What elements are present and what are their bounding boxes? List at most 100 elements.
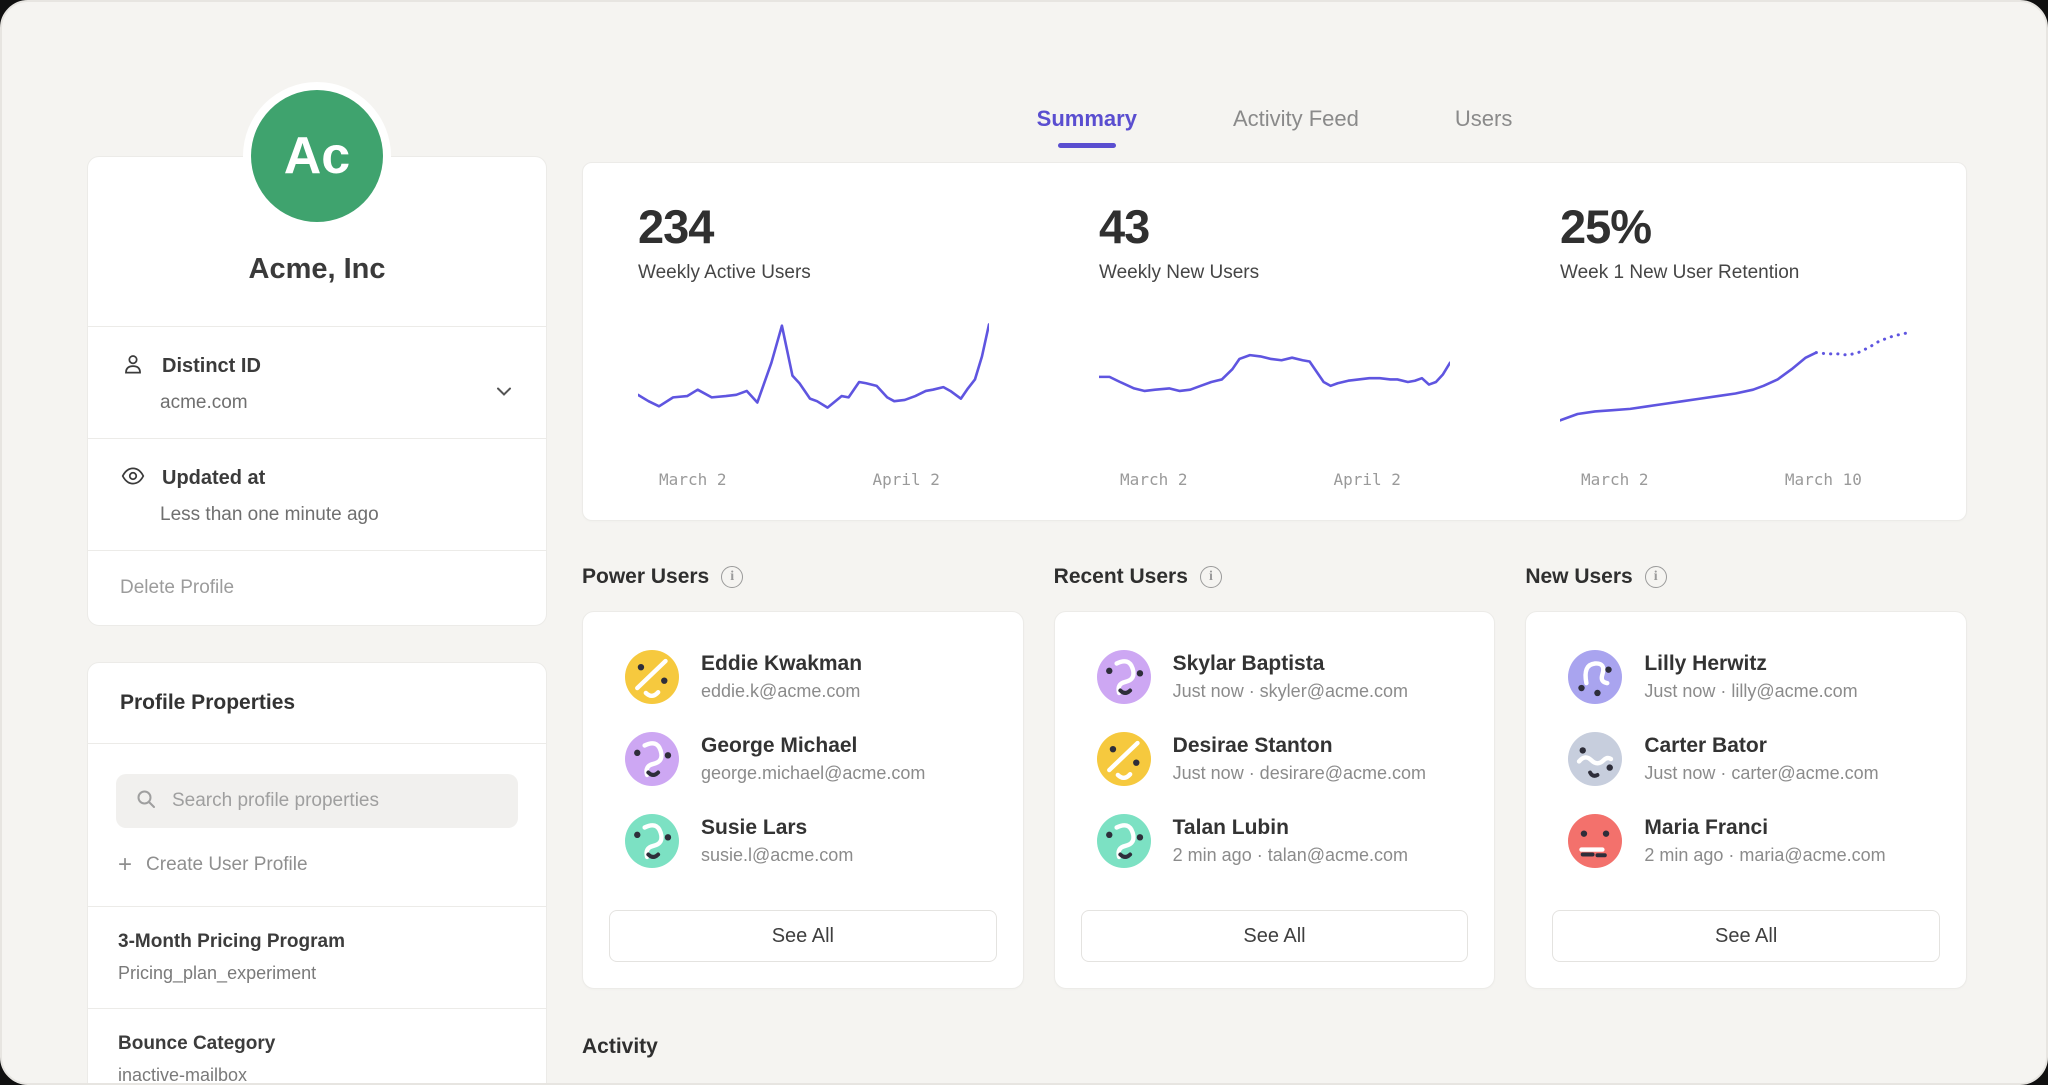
user-list-item[interactable]: George Michael george.michael@acme.com (583, 718, 1023, 800)
section-title: New Users (1525, 565, 1633, 588)
activity-section-title: Activity (582, 1035, 658, 1058)
user-avatar (1568, 732, 1623, 786)
stat-label: Weekly Active Users (638, 262, 811, 283)
axis-tick-left: March 2 (1581, 470, 1649, 489)
user-detail: Just now · skyler@acme.com (1172, 681, 1408, 701)
stat-value: 234 (638, 200, 714, 253)
property-value: inactive-mailbox (118, 1065, 248, 1085)
week1-retention-sparkline (1560, 318, 1911, 446)
x-axis-labels: March 2 March 10 (1560, 470, 1911, 494)
user-detail: 2 min ago · talan@acme.com (1172, 845, 1409, 865)
chevron-down-icon[interactable] (492, 379, 516, 408)
x-axis-labels: March 2 April 2 (638, 470, 989, 494)
summary-stats-panel: 234 Weekly Active Users March 2 April 2 … (582, 162, 1967, 521)
user-list-item[interactable]: Susie Lars susie.l@acme.com (583, 800, 1023, 882)
user-name: Skylar Baptista (1172, 652, 1325, 675)
user-list-item[interactable]: Talan Lubin 2 min ago · talan@acme.com (1055, 800, 1495, 882)
main-content: Summary Activity Feed Users 234 Weekly A… (582, 2, 1967, 1083)
profile-summary-card: Acme, Inc Distinct ID acme.com (87, 156, 547, 626)
axis-tick-left: March 2 (659, 470, 727, 489)
property-row[interactable]: Bounce Category inactive-mailbox (88, 1008, 546, 1085)
stat-weekly-new-users: 43 Weekly New Users March 2 April 2 (1044, 199, 1505, 494)
user-detail: Just now · lilly@acme.com (1644, 681, 1858, 701)
property-name: Bounce Category (118, 1033, 276, 1054)
tab-users[interactable]: Users (1454, 106, 1513, 131)
user-avatar (1568, 814, 1623, 868)
company-avatar: Ac (251, 90, 383, 222)
stat-value: 25% (1560, 200, 1652, 253)
user-avatar (1096, 650, 1151, 704)
user-detail: 2 min ago · maria@acme.com (1644, 845, 1886, 865)
profile-properties-title: Profile Properties (88, 663, 546, 744)
user-avatar (1096, 814, 1151, 868)
tab-bar: Summary Activity Feed Users (582, 106, 1967, 146)
property-name: 3-Month Pricing Program (118, 931, 345, 952)
tab-summary[interactable]: Summary (1037, 106, 1137, 146)
profile-properties-card: Profile Properties + Create User Profile… (87, 662, 547, 1085)
power-users-card: Eddie Kwakman eddie.k@acme.com George Mi… (582, 611, 1024, 989)
new-users-section: New Users i Lilly Herwitz Just now · lil… (1525, 565, 1967, 989)
user-list-item[interactable]: Skylar Baptista Just now · skyler@acme.c… (1055, 636, 1495, 718)
create-user-profile-button[interactable]: + Create User Profile (88, 828, 546, 906)
property-value: Pricing_plan_experiment (118, 963, 317, 983)
updated-at-value: Less than one minute ago (160, 504, 379, 525)
user-list-item[interactable]: Lilly Herwitz Just now · lilly@acme.com (1526, 636, 1966, 718)
user-avatar (1568, 650, 1623, 704)
stat-weekly-active-users: 234 Weekly Active Users March 2 April 2 (583, 199, 1044, 494)
user-list-item[interactable]: Maria Franci 2 min ago · maria@acme.com (1526, 800, 1966, 882)
x-axis-labels: March 2 April 2 (1099, 470, 1450, 494)
axis-tick-right: March 10 (1784, 470, 1862, 489)
user-name: Maria Franci (1644, 816, 1769, 839)
search-icon (134, 787, 158, 816)
axis-tick-left: March 2 (1120, 470, 1188, 489)
axis-tick-right: April 2 (872, 470, 940, 489)
property-row[interactable]: 3-Month Pricing Program Pricing_plan_exp… (88, 906, 546, 1008)
user-name: Susie Lars (701, 816, 808, 839)
user-detail: susie.l@acme.com (701, 845, 854, 865)
axis-tick-right: April 2 (1333, 470, 1401, 489)
user-name: Talan Lubin (1172, 816, 1289, 839)
see-all-button[interactable]: See All (1552, 910, 1940, 962)
profile-properties-search[interactable] (116, 774, 518, 828)
user-name: Carter Bator (1644, 734, 1767, 757)
distinct-id-label: Distinct ID (162, 355, 261, 377)
delete-profile-button[interactable]: Delete Profile (88, 550, 546, 625)
user-avatar (625, 732, 679, 786)
profile-sidebar: Ac Acme, Inc Distinct ID acme.com (87, 2, 547, 1085)
weekly-active-users-sparkline (638, 318, 989, 446)
plus-icon: + (118, 851, 133, 878)
tab-activity-feed[interactable]: Activity Feed (1232, 106, 1359, 131)
eye-icon (120, 463, 146, 494)
user-detail: Just now · carter@acme.com (1644, 763, 1879, 783)
user-list-item[interactable]: Eddie Kwakman eddie.k@acme.com (583, 636, 1023, 718)
info-icon[interactable]: i (721, 566, 744, 588)
company-avatar-initials: Ac (283, 127, 351, 185)
person-icon (120, 351, 146, 382)
section-title: Power Users (582, 565, 710, 588)
see-all-button[interactable]: See All (1080, 910, 1469, 962)
updated-at-row: Updated at Less than one minute ago (88, 438, 546, 550)
stat-label: Week 1 New User Retention (1560, 262, 1800, 283)
search-input[interactable] (172, 790, 500, 812)
user-list-item[interactable]: Carter Bator Just now · carter@acme.com (1526, 718, 1966, 800)
user-avatar (625, 814, 679, 868)
user-name: Eddie Kwakman (701, 652, 863, 675)
recent-users-section: Recent Users i Skylar Baptista Just now … (1053, 565, 1496, 989)
section-title: Recent Users (1053, 565, 1188, 588)
recent-users-card: Skylar Baptista Just now · skyler@acme.c… (1053, 611, 1496, 989)
stat-week1-retention: 25% Week 1 New User Retention March 2 Ma… (1505, 199, 1966, 494)
see-all-button[interactable]: See All (609, 910, 997, 962)
user-detail: eddie.k@acme.com (701, 681, 861, 701)
info-icon[interactable]: i (1644, 566, 1667, 588)
user-list-item[interactable]: Desirae Stanton Just now · desirare@acme… (1055, 718, 1495, 800)
distinct-id-row: Distinct ID acme.com (88, 326, 546, 438)
stat-label: Weekly New Users (1099, 262, 1260, 283)
weekly-new-users-sparkline (1099, 318, 1450, 446)
create-user-profile-label: Create User Profile (146, 854, 308, 875)
user-avatar (1096, 732, 1151, 786)
user-name: Desirae Stanton (1172, 734, 1333, 757)
info-icon[interactable]: i (1199, 566, 1222, 588)
distinct-id-value: acme.com (160, 392, 248, 413)
user-name: George Michael (701, 734, 858, 757)
